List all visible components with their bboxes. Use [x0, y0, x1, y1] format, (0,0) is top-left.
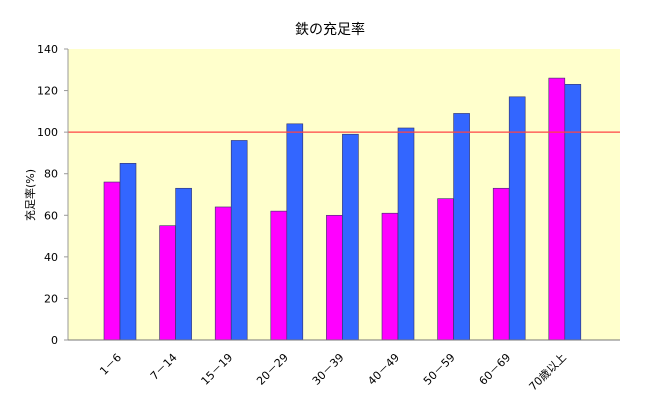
bar-series1-4 [326, 214, 343, 341]
bar-series1-0 [103, 181, 121, 341]
y-tick-label: 60 [44, 209, 58, 222]
y-tick-label: 40 [44, 251, 58, 264]
bar-series2-5 [397, 127, 415, 341]
y-tick-label: 100 [37, 126, 58, 139]
y-tick-label: 80 [44, 168, 58, 181]
x-tick-label: 1－6 [97, 351, 124, 378]
x-tick-label: 30－39 [310, 351, 347, 388]
x-tick-label: 60－69 [477, 351, 514, 388]
y-tick-label: 20 [44, 292, 58, 305]
x-tick-label: 70歳以上 [526, 351, 568, 393]
bar-series1-1 [159, 225, 176, 341]
x-tick-label: 50－59 [421, 351, 458, 388]
bar-series2-3 [286, 123, 304, 341]
bar-series1-8 [548, 77, 566, 341]
bar-series1-6 [437, 198, 454, 341]
bar-series2-1 [175, 187, 192, 341]
bar-series1-5 [381, 212, 399, 341]
y-tick-label: 140 [37, 43, 58, 56]
y-tick-label: 0 [51, 334, 58, 347]
bar-series2-2 [230, 140, 248, 341]
y-axis-label: 充足率(%) [23, 169, 37, 221]
x-tick-label: 15－19 [199, 351, 236, 388]
bar-series2-7 [508, 96, 526, 341]
bar-series2-8 [564, 84, 582, 341]
y-tick-label: 120 [37, 85, 58, 98]
x-tick-label: 20－29 [254, 351, 291, 388]
bar-series2-0 [119, 163, 137, 341]
x-tick-label: 40－49 [365, 351, 402, 388]
chart-title: 鉄の充足率 [295, 21, 365, 38]
x-tick-label: 7－14 [148, 351, 180, 383]
bar-series2-6 [453, 113, 470, 341]
bar-series2-4 [342, 133, 359, 341]
bar-series1-2 [214, 206, 232, 341]
bar-series1-7 [492, 187, 510, 341]
bar-series1-3 [270, 210, 288, 341]
